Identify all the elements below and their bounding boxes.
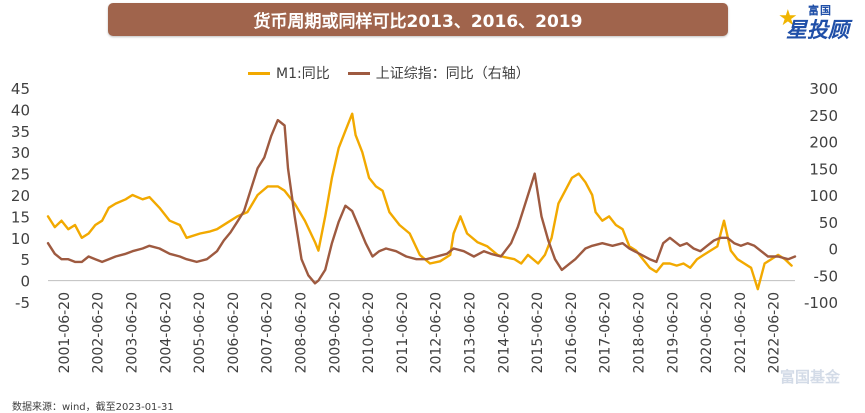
x-tick-label: 2001-06-20: [57, 292, 73, 373]
x-tick-label: 2009-06-20: [327, 292, 343, 373]
right-tick-label: 50: [819, 214, 838, 232]
right-tick-label: 0: [828, 241, 838, 259]
footnote: 数据来源：wind，截至2023-01-31: [12, 402, 174, 413]
series-line-m1: [46, 112, 793, 291]
right-tick-label: 100: [809, 187, 838, 205]
x-tick-label: 2017-06-20: [598, 292, 614, 373]
x-tick-label: 2013-06-20: [462, 292, 478, 373]
left-tick-label: 15: [11, 208, 30, 226]
legend-swatch-m1: [248, 71, 270, 75]
chart-title: 货币周期或同样可比2013、2016、2019: [108, 3, 728, 36]
x-tick-label: 2005-06-20: [192, 292, 208, 373]
chart-legend: M1:同比 上证综指：同比（右轴）: [248, 63, 548, 83]
x-tick-label: 2015-06-20: [530, 292, 546, 373]
left-tick-label: 5: [20, 251, 30, 269]
x-axis: 2001-06-20 2002-06-20 2003-06-20 2004-06-20…: [48, 280, 795, 373]
legend-item-shanghai: 上证综指：同比（右轴）: [347, 63, 530, 83]
series-line-shanghai: [46, 118, 797, 285]
left-tick-label: 0: [20, 273, 30, 291]
legend-label-shanghai: 上证综指：同比（右轴）: [375, 66, 530, 82]
left-tick-label: -5: [15, 294, 30, 312]
x-tick-label: 2002-06-20: [91, 292, 107, 373]
left-tick-label: 20: [11, 187, 30, 205]
x-tick-label: 2019-06-20: [665, 292, 681, 373]
right-tick-label: -100: [804, 294, 838, 312]
series-layer: [46, 112, 797, 291]
x-tick-label: 2004-06-20: [158, 292, 174, 373]
x-tick-label: 2011-06-20: [395, 292, 411, 373]
right-tick-label: 300: [809, 80, 838, 98]
x-tick-label: 2020-06-20: [699, 292, 715, 373]
legend-label-m1: M1:同比: [276, 66, 330, 82]
star-icon: ★: [778, 6, 798, 31]
watermark: 富国基金: [780, 368, 841, 386]
left-tick-label: 40: [11, 101, 30, 119]
x-tick-label: 2014-06-20: [496, 292, 512, 373]
right-tick-label: 200: [809, 134, 838, 152]
x-tick-label: 2016-06-20: [564, 292, 580, 373]
legend-swatch-shanghai: [347, 71, 370, 75]
x-tick-label: 2010-06-20: [361, 292, 377, 373]
x-tick-label: 2012-06-20: [429, 292, 445, 373]
left-tick-label: 10: [11, 230, 30, 248]
x-tick-label: 2008-06-20: [293, 292, 309, 373]
left-tick-label: 35: [11, 123, 30, 141]
left-tick-label: 25: [11, 166, 30, 184]
x-tick-label: 2022-06-20: [767, 292, 783, 373]
brand-logo: ★ 富国 星投顾: [778, 0, 862, 44]
right-tick-label: -50: [814, 267, 839, 285]
right-tick-label: 250: [809, 107, 838, 125]
logo-main-text: 星投顾: [786, 18, 849, 42]
left-tick-label: 30: [11, 144, 30, 162]
left-axis: 45 40 35 30 25 20 15 10 5 0 -5: [11, 80, 30, 312]
left-tick-label: 45: [11, 80, 30, 98]
x-tick-label: 2006-06-20: [226, 292, 242, 373]
right-axis: 300 250 200 150 100 50 0 -50 -100: [804, 80, 838, 312]
x-tick-label: 2003-06-20: [124, 292, 140, 373]
legend-item-m1: M1:同比: [248, 63, 330, 83]
right-tick-label: 150: [809, 160, 838, 178]
x-tick-label: 2007-06-20: [260, 292, 276, 373]
x-tick-label: 2018-06-20: [632, 292, 648, 373]
logo-top-text: 富国: [808, 4, 832, 17]
x-tick-label: 2021-06-20: [733, 292, 749, 373]
